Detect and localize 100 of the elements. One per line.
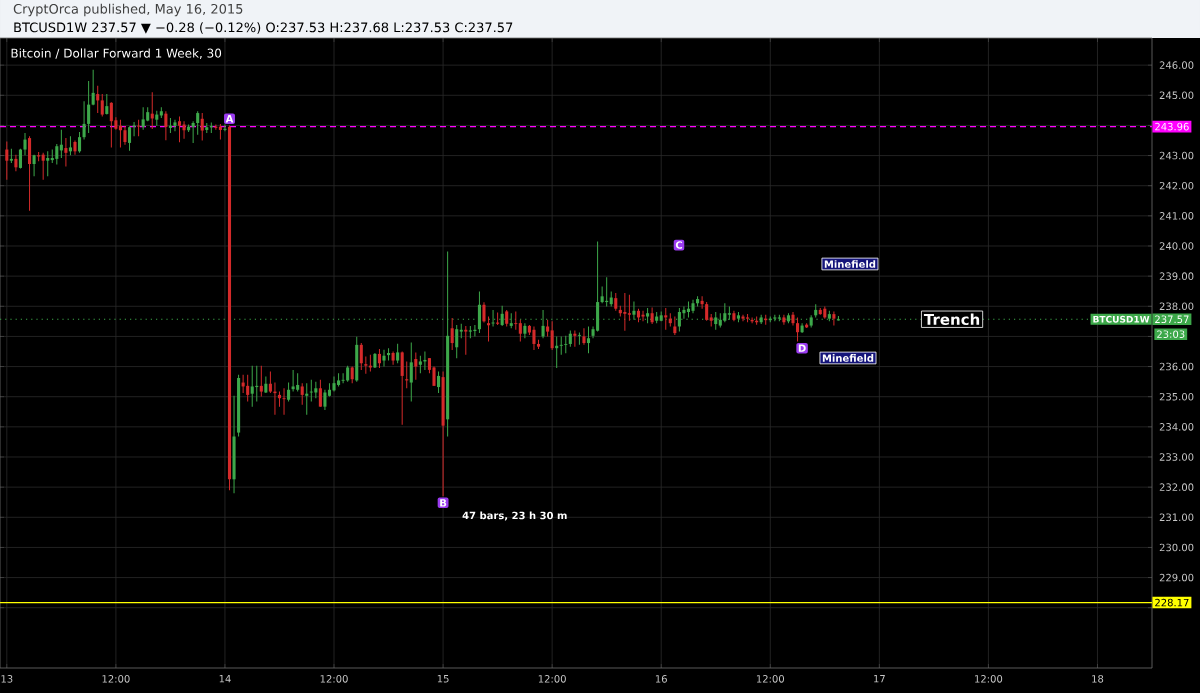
candlestick <box>87 80 91 134</box>
y-tick-label: 230.00 <box>1159 543 1194 552</box>
x-tick-label: 17 <box>874 675 885 683</box>
y-tick-label: 243.00 <box>1159 151 1194 160</box>
candlestick <box>105 93 109 116</box>
candlestick <box>391 351 395 366</box>
annotation: B <box>440 499 447 507</box>
candlestick <box>582 327 586 346</box>
candlestick <box>464 325 468 356</box>
chart-subtitle: BTCUSD1W 237.57 ▼ −0.28 (−0.12%) O:237.53 H:237.68 L:237.53 C:237.57 <box>14 22 513 34</box>
candlestick <box>741 314 745 322</box>
candlestick <box>177 115 182 143</box>
candlestick <box>68 135 72 156</box>
candlestick <box>700 295 704 310</box>
candlestick <box>132 121 136 137</box>
candlestick <box>173 119 177 132</box>
candlestick <box>323 389 327 411</box>
y-tick-label: 233.00 <box>1159 453 1194 461</box>
candlestick <box>832 310 836 327</box>
y-tick-label: 236.00 <box>1159 362 1194 371</box>
candlestick <box>268 370 272 394</box>
y-tick-label: 240.00 <box>1159 242 1194 250</box>
annotation: Minefield <box>824 260 876 268</box>
y-tick-label: 242.00 <box>1159 181 1194 190</box>
text: 23:03 <box>1157 330 1185 338</box>
annotation: C <box>675 241 683 249</box>
candlestick <box>600 285 604 304</box>
candlestick <box>382 349 386 368</box>
candlestick <box>523 322 527 339</box>
x-tick-label: 18 <box>1092 675 1104 683</box>
candlestick <box>705 301 709 322</box>
candlestick <box>100 93 104 117</box>
candlestick <box>91 69 95 106</box>
annotation: A <box>225 115 234 123</box>
candlestick <box>141 106 145 131</box>
candlestick <box>518 319 522 343</box>
x-tick-label: 14 <box>219 675 231 683</box>
annotation: BTCUSD1W <box>1093 315 1150 323</box>
candlestick <box>287 382 291 403</box>
candlestick <box>341 372 345 384</box>
candlestick <box>550 320 554 351</box>
candlestick <box>436 370 441 394</box>
candlestick <box>409 341 413 403</box>
candlestick <box>627 294 631 322</box>
candlestick <box>259 365 263 397</box>
ref-line-label: 237.57 <box>1155 315 1189 324</box>
candlestick <box>127 125 132 152</box>
y-tick-label: 241.00 <box>1159 212 1194 220</box>
text: Bitcoin / Dollar Forward 1 Week, 30 <box>11 48 222 59</box>
candlestick <box>191 120 195 144</box>
candlestick <box>14 154 18 172</box>
candlestick <box>482 301 486 324</box>
candlestick <box>196 110 200 136</box>
y-tick-label: 231.00 <box>1159 513 1194 522</box>
candlestick <box>455 324 459 359</box>
candlestick <box>673 316 677 336</box>
annotation: D <box>798 344 806 352</box>
candlestick <box>586 325 591 354</box>
candlestick <box>564 335 568 354</box>
candlestick <box>246 374 250 403</box>
candlestick <box>450 317 454 351</box>
candlestick <box>377 348 381 369</box>
y-tick-label: 235.00 <box>1159 392 1194 401</box>
candlestick <box>291 369 295 393</box>
annotation: Trench <box>923 313 980 326</box>
candlestick <box>55 143 59 166</box>
candlestick <box>559 335 563 356</box>
candlestick <box>359 342 363 371</box>
y-tick-label: 239.00 <box>1159 272 1194 280</box>
candlestick <box>300 382 304 406</box>
x-tick-label: 15 <box>437 675 449 683</box>
candlestick <box>41 152 45 181</box>
candlestick <box>64 137 68 167</box>
x-tick-label: 13 <box>1 675 13 683</box>
candlestick <box>96 85 100 114</box>
y-tick-label: 245.00 <box>1159 91 1194 100</box>
x-tick-label: 12:00 <box>320 675 348 683</box>
annotation: Minefield <box>822 354 874 362</box>
x-tick-label: 12:00 <box>975 675 1003 683</box>
x-tick-label: 12:00 <box>756 675 785 683</box>
candlestick <box>123 125 127 146</box>
x-tick-label: 12:00 <box>102 675 130 683</box>
candlestick <box>514 310 518 331</box>
candlestick <box>641 310 645 322</box>
candlestick <box>109 101 113 148</box>
candlestick <box>400 351 404 426</box>
candlestick <box>332 376 336 393</box>
annotation: 47 bars, 23 h 30 m <box>462 511 567 521</box>
candlestick <box>623 292 627 332</box>
candlestick <box>82 100 86 141</box>
candlestick <box>5 140 9 181</box>
y-tick-label: 246.00 <box>1159 61 1194 69</box>
x-tick-label: 16 <box>655 675 667 683</box>
candlestick <box>796 316 800 343</box>
x-tick-label: 12:00 <box>538 675 566 683</box>
candlestick <box>396 343 400 364</box>
y-tick-label: 234.00 <box>1159 423 1194 431</box>
candlestick <box>782 314 786 326</box>
y-tick-label: 229.00 <box>1159 573 1194 582</box>
ref-line-label: 228.17 <box>1155 598 1189 607</box>
